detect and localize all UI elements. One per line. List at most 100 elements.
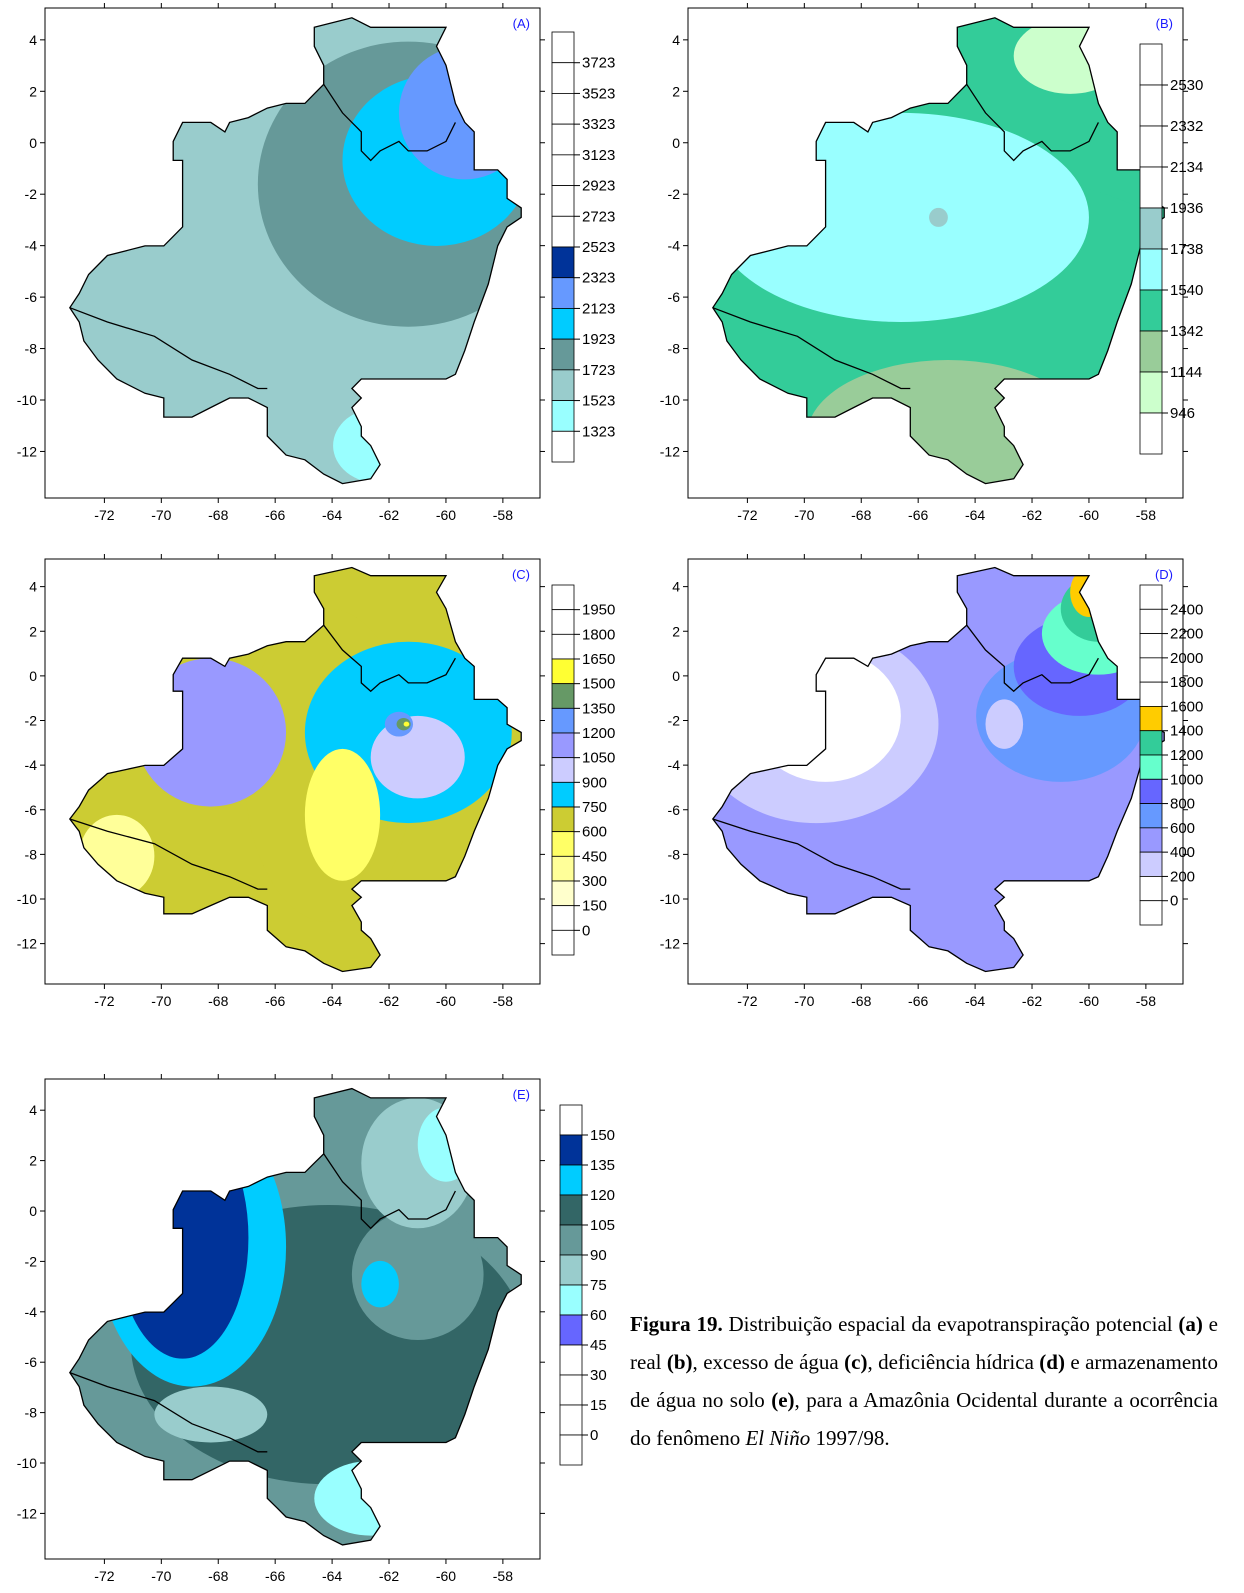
- legend-label-c-8: 750: [582, 799, 607, 816]
- panel-label-c: (C): [512, 567, 530, 582]
- legend-swatch-e-1: [559, 1134, 583, 1166]
- legend-swatch-c-5: [551, 707, 575, 734]
- legend-label-c-12: 150: [582, 898, 607, 915]
- legend-label-c-3: 1500: [582, 676, 615, 693]
- legend-swatch-b-2: [1139, 125, 1163, 168]
- panel-label-b: (B): [1156, 16, 1173, 31]
- legend-swatch-b-4: [1139, 207, 1163, 250]
- xtick-label-d-0: -72: [737, 993, 757, 1009]
- xtick-label-d-5: -62: [1022, 993, 1042, 1009]
- figure-caption: Figura 19. Distribuição espacial da evap…: [630, 1305, 1218, 1457]
- xtick-label-a-5: -62: [379, 507, 399, 523]
- zones-e: [97, 1097, 522, 1536]
- legend-swatch-a-4: [551, 154, 575, 186]
- panel-b: -72 -70 -68 -66 -64 -62 -60 -58 4 2 0 -2 -4 -6 -8 -10 -1…: [628, 0, 1244, 530]
- xtick-label-d-2: -68: [851, 993, 871, 1009]
- zone-c-3: [135, 658, 287, 807]
- legend-swatch-b-8: [1139, 371, 1163, 414]
- legend-label-c-0: 1950: [582, 602, 615, 619]
- plot-d: -72 -70 -68 -66 -64 -62 -60 -58 4 2 0 -2 -4 -6 -8 -10 -1…: [660, 554, 1203, 1009]
- legend-swatch-c-8: [551, 781, 575, 808]
- legend-swatch-a-6: [551, 215, 575, 248]
- legend-label-c-13: 0: [582, 922, 590, 939]
- caption-text-2: e real: [630, 1312, 1218, 1374]
- legend-label-a-4: 2923: [582, 178, 615, 195]
- legend-swatch-a-8: [551, 277, 575, 309]
- panel-label-e: (E): [513, 1087, 530, 1102]
- ytick-label-a-3: -2: [25, 186, 38, 202]
- zone-a-3: [460, 17, 489, 75]
- ytick-label-c-1: 2: [29, 623, 37, 639]
- legend-swatch-e-10: [559, 1404, 583, 1436]
- legend-label-b-5: 1540: [1170, 282, 1203, 299]
- region-outline-e: [69, 1087, 522, 1546]
- xtick-label-b-4: -64: [965, 507, 985, 523]
- xtick-label-c-5: -62: [379, 993, 399, 1009]
- ytick-label-c-3: -2: [25, 713, 38, 729]
- ytick-label-e-0: 4: [29, 1102, 37, 1118]
- state-border-e-1: [69, 1371, 268, 1453]
- legend-label-d-9: 600: [1170, 820, 1195, 837]
- xtick-label-d-1: -70: [794, 993, 814, 1009]
- legend-label-a-10: 1723: [582, 362, 615, 379]
- zone-d-4: [1041, 592, 1155, 675]
- legend-label-e-0: 150: [590, 1127, 615, 1144]
- xtick-label-a-2: -68: [208, 507, 228, 523]
- ytick-label-e-3: -2: [25, 1253, 38, 1269]
- legend-swatch-d-3: [1139, 657, 1163, 683]
- legend-label-e-2: 120: [590, 1187, 615, 1204]
- legend-label-a-8: 2123: [582, 300, 615, 317]
- ytick-label-b-5: -6: [668, 289, 681, 305]
- xtick-label-e-7: -58: [493, 1568, 513, 1584]
- legend-swatch-e-9: [559, 1374, 583, 1406]
- xtick-label-a-1: -70: [151, 507, 171, 523]
- ytick-label-c-8: -12: [17, 936, 37, 952]
- legend-label-d-3: 1800: [1170, 674, 1203, 691]
- caption-el-nino: El Niño: [745, 1426, 811, 1450]
- legend-label-c-10: 450: [582, 848, 607, 865]
- legend-label-a-9: 1923: [582, 331, 615, 348]
- legend-label-c-11: 300: [582, 873, 607, 890]
- legend-label-c-6: 1050: [582, 750, 615, 767]
- ytick-label-e-2: 0: [29, 1203, 37, 1219]
- legend-swatch-e-7: [559, 1314, 583, 1346]
- xtick-label-d-6: -60: [1079, 993, 1099, 1009]
- region-outline-c: [68, 566, 522, 973]
- legend-swatch-c-2: [551, 633, 575, 660]
- legend-swatch-e-8: [559, 1344, 583, 1376]
- panel-label-a: (A): [513, 16, 530, 31]
- legend-swatch-c-14: [551, 929, 575, 956]
- legend-label-e-8: 30: [590, 1367, 607, 1384]
- plot-frame-d: [687, 558, 1184, 985]
- state-border-a-1: [69, 307, 268, 390]
- legend-swatch-d-13: [1139, 900, 1163, 926]
- ytick-label-a-2: 0: [29, 135, 37, 151]
- legend-swatch-d-0: [1139, 584, 1163, 610]
- legend-label-e-1: 135: [590, 1157, 615, 1174]
- panel-a: -72 -70 -68 -66 -64 -62 -60 -58 4 2 0 -2 -4 -6 -8 -10 -1…: [0, 0, 640, 530]
- xtick-label-a-3: -66: [265, 507, 285, 523]
- legend-swatch-d-10: [1139, 827, 1163, 853]
- ytick-label-c-5: -6: [25, 802, 38, 818]
- legend-label-b-4: 1738: [1170, 241, 1203, 258]
- legend-swatch-e-11: [559, 1434, 583, 1466]
- ytick-label-b-1: 2: [672, 83, 680, 99]
- plot-frame-c: [44, 558, 541, 985]
- plot-frame-b: [687, 7, 1184, 499]
- legend-swatch-d-12: [1139, 876, 1163, 902]
- map-e: -72 -70 -68 -66 -64 -62 -60 -58 4 2 0 -2 -4 -6 -8 -10 -1…: [17, 1074, 615, 1584]
- xtick-label-c-6: -60: [436, 993, 456, 1009]
- legend-swatch-b-1: [1139, 84, 1163, 127]
- ytick-label-c-7: -10: [17, 891, 37, 907]
- ytick-label-d-6: -8: [668, 846, 681, 862]
- ytick-label-e-8: -12: [17, 1505, 37, 1521]
- legend-swatch-d-7: [1139, 754, 1163, 780]
- zone-e-7: [460, 1111, 489, 1140]
- legend-label-d-6: 1200: [1170, 747, 1203, 764]
- legend-label-b-8: 946: [1170, 405, 1195, 422]
- panel-label-d: (D): [1155, 567, 1173, 582]
- ytick-label-a-1: 2: [29, 83, 37, 99]
- caption-e: (e): [771, 1388, 795, 1412]
- zone-d-7: [985, 699, 1024, 749]
- caption-text-5: e armazenamento de água no solo: [630, 1350, 1218, 1412]
